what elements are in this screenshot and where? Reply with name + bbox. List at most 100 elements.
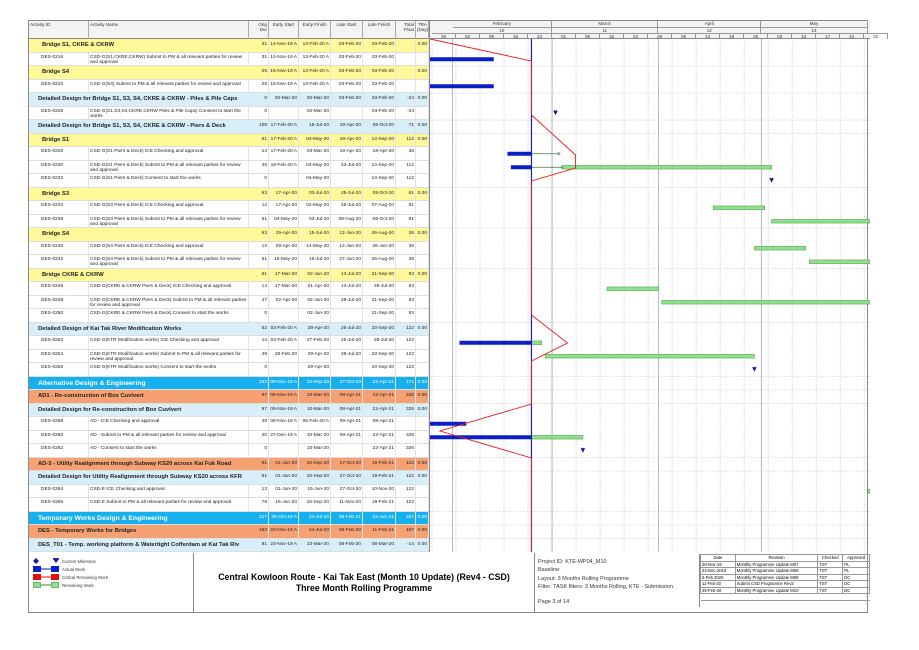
cell-ls: 18-Apr-20 (331, 133, 363, 146)
cell-dur: 12 (249, 201, 269, 214)
wbs-group-row[interactable]: Bridge CKRE & CKRW 61 17-Mar-20 02-Jun-20 13… (29, 268, 429, 282)
activity-row[interactable]: DES-0262 AD - Consent to start the works 0… (29, 444, 429, 458)
activity-row[interactable]: DES-0266 CSD-E Submit to PM & all relevan… (29, 498, 429, 512)
col-activity-id[interactable]: Activity ID (29, 21, 89, 39)
wbs-group-row[interactable]: Bridge S4 29 15-Nov-19 A 13-Feb-20 A 03-Feb-… (29, 66, 429, 80)
activity-row[interactable]: DES-0246 CSD-G(CKRE & CKRW Piers & Deck) … (29, 282, 429, 296)
activity-row[interactable]: DES-0236 CSD-G(S3 Piers & Deck) Submit to… (29, 214, 429, 228)
activity-row[interactable]: DES-0258 AD - ICE Checking and approval 48… (29, 417, 429, 431)
revision-row: 11-Feb-20 Submit CSD Programme Rev3 TST DC (700, 580, 870, 588)
actual-work-bar (507, 151, 532, 156)
cell-name: CSD-G(S1 Piers & Deck) ICE Checking and … (89, 147, 249, 160)
cell-name: Detailed Design for Utility Realignment … (38, 474, 242, 480)
cell-name: Bridge S3 (42, 190, 70, 197)
cell-tra: 0.00 (416, 376, 429, 389)
cell-name: AD - Submit to PM & all relevant parties… (89, 430, 249, 443)
activity-row[interactable]: DES-0220 CSD-G(S4) Submit to PM & all rel… (29, 79, 429, 93)
activity-row[interactable]: DES-0260 AD - Submit to PM & all relevant… (29, 430, 429, 444)
cell-es: 15-Nov-19 A (269, 66, 299, 79)
activity-row[interactable]: DES-0256 CSD-G(KTR Modification works) Co… (29, 363, 429, 377)
cell-ls: 25-Jul-20 (331, 322, 363, 335)
legend-item: Current Milestone (33, 558, 96, 564)
cell-es (269, 106, 299, 119)
cell-ef: 01-Apr-20 (299, 282, 331, 295)
cell-tra (416, 498, 429, 511)
cell-tf: -24 (396, 93, 416, 106)
cell-id: DES-0254 (37, 349, 89, 362)
cell-dur: 0 (249, 106, 269, 119)
wbs-group-row[interactable]: Detailed Design of Kai Tak River Modific… (29, 322, 429, 336)
cell-tf: 326 (396, 430, 416, 443)
activity-row[interactable]: DES-0226 CSD-G(S1,S3,S4,CKRE,CKRW Piles &… (29, 106, 429, 120)
cell-lf: 22-Apr-21 (363, 444, 396, 457)
wbs-group-row[interactable]: Bridge S3 63 17-Apr-20 03-Jul-20 25-Jul-20 08… (29, 187, 429, 201)
cell-tra: 0.00 (416, 471, 429, 484)
cell-ef: 02-Jun-20 (299, 268, 331, 281)
cell-dur: 51 (249, 255, 269, 268)
month-number: 10 (452, 27, 553, 33)
wbs-group-row[interactable]: Bridge S1, CKRE & CKRW 31 14-Nov-19 A 13-Fe… (29, 39, 429, 53)
cell-tra (416, 201, 429, 214)
cell-ef: 24-Jul-20 (299, 511, 331, 524)
wbs-group-row[interactable]: Alternative Design & Engineering 252 08-No… (29, 376, 429, 390)
cell-id: DES-0228 (37, 147, 89, 160)
cell-ls: 27-Oct-20 (331, 484, 363, 497)
activity-row[interactable]: DES-0234 CSD-G(S3 Piers & Deck) ICE Check… (29, 201, 429, 215)
activity-row[interactable]: DES-0248 CSD-G(CKRE & CKRW Piers & Deck) … (29, 295, 429, 309)
cell-es: 02-Mar-20 (269, 93, 299, 106)
wbs-group-row[interactable]: Detailed Design for Utility Realignment … (29, 471, 429, 485)
activity-row[interactable]: DES-0232 CSD-G(S1 Piers & Deck) Consent t… (29, 174, 429, 188)
activity-row[interactable]: DES-0228 CSD-G(S1 Piers & Deck) ICE Check… (29, 147, 429, 161)
col-tra[interactable]: TRA (Day) (416, 21, 429, 39)
remaining-work-bar (867, 489, 870, 494)
cell-tra (416, 309, 429, 322)
cell-name: CSD-G(S1,S3,S4,CKRE,CKRW Piles & Pile Ca… (89, 106, 249, 119)
cell-name: DES_T01 - Temp. working platform & Water… (38, 541, 240, 548)
wbs-group-row[interactable]: Bridge S4 63 29-Apr-20 15-Jul-20 12-Jun-20 26… (29, 228, 429, 242)
month-number: 13 (761, 27, 868, 33)
legend-item: Actual Work (33, 566, 85, 572)
activity-row[interactable]: DES-0216 CSD-G(S1,CKRE,CKRW) Submit to PM… (29, 52, 429, 66)
activity-row[interactable]: DES-0242 CSD-G(S4 Piers & Deck) Submit to… (29, 255, 429, 269)
activity-row[interactable]: DES-0264 CSD-E ICE Checking and approval 1… (29, 484, 429, 498)
activity-row[interactable]: DES-0250 CSD-G(CKRE & CKRW Piers & Deck) … (29, 309, 429, 323)
col-orig-dur[interactable]: Orig Dur (249, 21, 269, 39)
col-activity-name[interactable]: Activity Name (89, 21, 249, 39)
wbs-group-row[interactable]: DES - Temporary Works for Bridges 193 23-N… (29, 525, 429, 539)
col-late-finish[interactable]: Late Finish (363, 21, 396, 39)
activity-row[interactable]: DES-0254 CSD-G(KTR Modification works) Su… (29, 349, 429, 363)
wbs-group-row[interactable]: Detailed Design for Bridge S1, S3, S4, C… (29, 120, 429, 134)
cell-es: 29-Apr-20 (269, 228, 299, 241)
col-total-float[interactable]: Total Float (396, 21, 416, 39)
col-early-finish[interactable]: Early Finish (299, 21, 331, 39)
cell-id: DES-0250 (37, 309, 89, 322)
activity-row[interactable]: DES-0240 CSD-G(S4 Piers & Deck) ICE Check… (29, 241, 429, 255)
cell-tf: 71 (396, 120, 416, 133)
wbs-group-row[interactable]: Detailed Design for Bridge S1, S3, S4, C… (29, 93, 429, 107)
wbs-group-row[interactable]: Bridge S1 61 17-Feb-20 A 04-May-20 18-Apr-20… (29, 133, 429, 147)
cell-ls: 23-Jul-20 (331, 160, 363, 173)
wbs-group-row[interactable]: Temporary Works Design & Engineering 217 2… (29, 511, 429, 525)
col-late-start[interactable]: Late Start (331, 21, 363, 39)
activity-row[interactable]: DES-0230 CSD-G(S1 Piers & Deck) Submit to… (29, 160, 429, 174)
wbs-group-row[interactable]: AD-3 - Utility Realignment through Subwa… (29, 457, 429, 471)
cell-name: CSD-G(S4) Submit to PM & all relevant pa… (89, 79, 249, 92)
cell-ls: 08-Apr-21 (331, 430, 363, 443)
gantt-canvas (430, 38, 870, 552)
layout-name: Layout: 3 Months Rolling Programme (538, 575, 629, 582)
cell-tra: 0.00 (416, 538, 429, 551)
cell-lf: 03-Feb-20 (363, 79, 396, 92)
milestone-marker (769, 177, 774, 183)
remaining-work-bar (531, 435, 584, 440)
wbs-group-row[interactable]: AD1 - Re-construction of Box Cuvlvert 97 0… (29, 390, 429, 404)
progress-line (430, 38, 576, 552)
remaining-work-bar (771, 219, 870, 224)
wbs-group-row[interactable]: Detailed Design for Re-construciton of B… (29, 403, 429, 417)
cell-tra: 0.00 (416, 525, 429, 538)
cell-name: Alternative Design & Engineering (38, 379, 146, 387)
col-early-start[interactable]: Early Start (269, 21, 299, 39)
cell-tf: 122 (396, 363, 416, 376)
week-header: 22 (624, 33, 649, 39)
wbs-group-row[interactable]: DES_T01 - Temp. working platform & Water… (29, 538, 429, 552)
activity-row[interactable]: DES-0252 CSD-G(KTR Modification works) IC… (29, 336, 429, 350)
